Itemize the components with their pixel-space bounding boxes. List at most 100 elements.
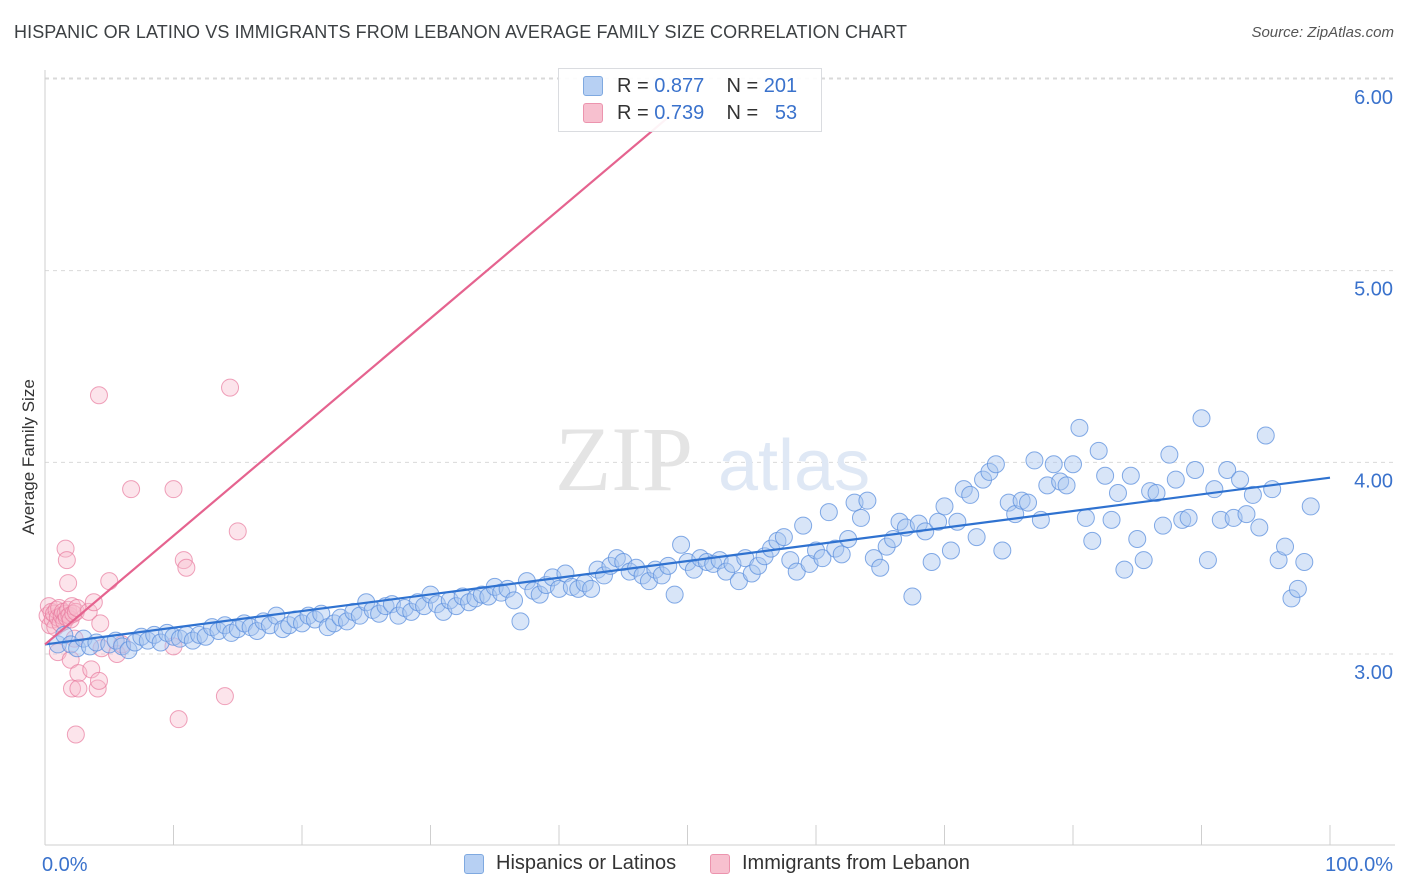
data-point-hispanics (665, 585, 684, 604)
data-point-hispanics (119, 641, 138, 660)
data-point-lebanon (62, 679, 81, 698)
legend-row-hispanics: R = 0.877 N = 201 (583, 73, 797, 99)
chart-title: HISPANIC OR LATINO VS IMMIGRANTS FROM LE… (14, 22, 908, 42)
data-point-lebanon (69, 679, 88, 698)
data-point-hispanics (1301, 497, 1320, 516)
data-point-hispanics (652, 566, 671, 585)
y-tick-label: 3.00 (1354, 662, 1393, 684)
data-point-hispanics (1173, 510, 1192, 529)
data-point-hispanics (1231, 470, 1250, 489)
data-point-hispanics (1282, 589, 1301, 608)
legend-n-label: N = (726, 101, 759, 124)
data-point-hispanics (794, 516, 813, 535)
data-point-lebanon (164, 480, 183, 499)
legend-swatch-pink (710, 853, 730, 874)
trendline-lebanon (44, 116, 669, 646)
data-point-hispanics (980, 462, 999, 481)
data-point-hispanics (1044, 455, 1063, 474)
data-point-hispanics (819, 503, 838, 522)
data-point-lebanon (169, 710, 188, 729)
data-point-hispanics (871, 558, 890, 577)
data-point-hispanics (1243, 485, 1262, 504)
data-point-hispanics (864, 549, 883, 568)
legend-n-label: N = (726, 74, 759, 97)
data-point-hispanics (1288, 579, 1307, 598)
data-point-hispanics (941, 541, 960, 560)
data-point-hispanics (530, 585, 549, 604)
data-point-hispanics (1263, 480, 1282, 499)
legend-item-lebanon: Immigrants from Lebanon (710, 852, 970, 875)
y-tick-label: 5.00 (1354, 279, 1393, 301)
data-point-hispanics (851, 508, 870, 527)
data-point-hispanics (370, 604, 389, 623)
y-tick-labels: 3.00 4.00 5.00 6.00 (1354, 87, 1393, 684)
data-point-hispanics (1057, 476, 1076, 495)
data-point-hispanics (986, 455, 1005, 474)
legend-swatch-blue (583, 76, 603, 96)
data-point-lebanon (88, 679, 107, 698)
data-point-hispanics (1070, 418, 1089, 437)
data-point-hispanics (967, 528, 986, 547)
data-point-hispanics (1089, 441, 1108, 460)
data-point-hispanics (1121, 466, 1140, 485)
watermark-atlas: atlas (718, 426, 870, 506)
watermark-zip: ZIP (555, 408, 693, 510)
data-point-hispanics (1102, 510, 1121, 529)
data-point-hispanics (993, 541, 1012, 560)
data-point-hispanics (922, 553, 941, 571)
data-point-hispanics (813, 549, 832, 568)
data-point-lebanon (59, 574, 78, 593)
y-tick-label: 6.00 (1354, 87, 1393, 109)
data-point-hispanics (1186, 461, 1205, 479)
data-point-hispanics (974, 470, 993, 489)
series-immigrants-from-lebanon (38, 378, 247, 744)
data-point-lebanon (89, 386, 108, 405)
legend-r-label: R = (617, 74, 649, 97)
trendlines (44, 116, 1331, 646)
data-point-hispanics (1250, 518, 1269, 537)
data-point-hispanics (1134, 551, 1153, 570)
data-point-hispanics (659, 556, 678, 575)
data-point-hispanics (929, 512, 948, 531)
data-point-hispanics (1141, 482, 1160, 501)
data-point-hispanics (1128, 530, 1147, 548)
data-point-hispanics (742, 564, 761, 583)
data-point-hispanics (1108, 484, 1127, 502)
data-point-hispanics (717, 562, 736, 581)
series-legend: Hispanics or Latinos Immigrants from Leb… (0, 852, 1406, 878)
data-point-hispanics (807, 541, 825, 560)
legend-label-lebanon: Immigrants from Lebanon (742, 852, 970, 874)
data-point-lebanon (66, 725, 85, 744)
data-point-hispanics (774, 528, 793, 547)
legend-n-value: 201 (763, 74, 798, 97)
data-point-hispanics (858, 491, 877, 510)
data-point-hispanics (505, 591, 524, 610)
data-point-hispanics (1096, 466, 1115, 485)
data-point-hispanics (1083, 531, 1102, 550)
legend-n-value: 53 (774, 101, 798, 124)
data-point-hispanics (749, 556, 768, 575)
stats-legend: R = 0.877 N = 201 R = 0.739 N = 53 (558, 68, 822, 132)
legend-label-hispanics: Hispanics or Latinos (496, 852, 677, 874)
legend-swatch-pink (583, 103, 603, 123)
data-point-hispanics (1012, 491, 1031, 510)
data-point-hispanics (781, 551, 800, 570)
data-point-hispanics (1160, 445, 1179, 464)
data-point-lebanon (91, 614, 110, 633)
data-point-hispanics (1218, 461, 1237, 479)
data-point-hispanics (672, 535, 691, 554)
data-point-hispanics (1276, 537, 1295, 556)
data-point-lebanon (215, 687, 234, 706)
data-point-lebanon (89, 671, 108, 690)
axes (44, 70, 1395, 846)
data-point-hispanics (1179, 508, 1198, 527)
data-point-hispanics (1076, 508, 1095, 527)
data-point-hispanics (961, 485, 980, 504)
data-point-hispanics (1025, 451, 1044, 470)
data-point-hispanics (1147, 484, 1166, 502)
data-point-lebanon (177, 558, 196, 577)
data-point-hispanics (582, 579, 601, 598)
data-point-lebanon (221, 378, 240, 397)
data-point-hispanics (1237, 505, 1256, 524)
